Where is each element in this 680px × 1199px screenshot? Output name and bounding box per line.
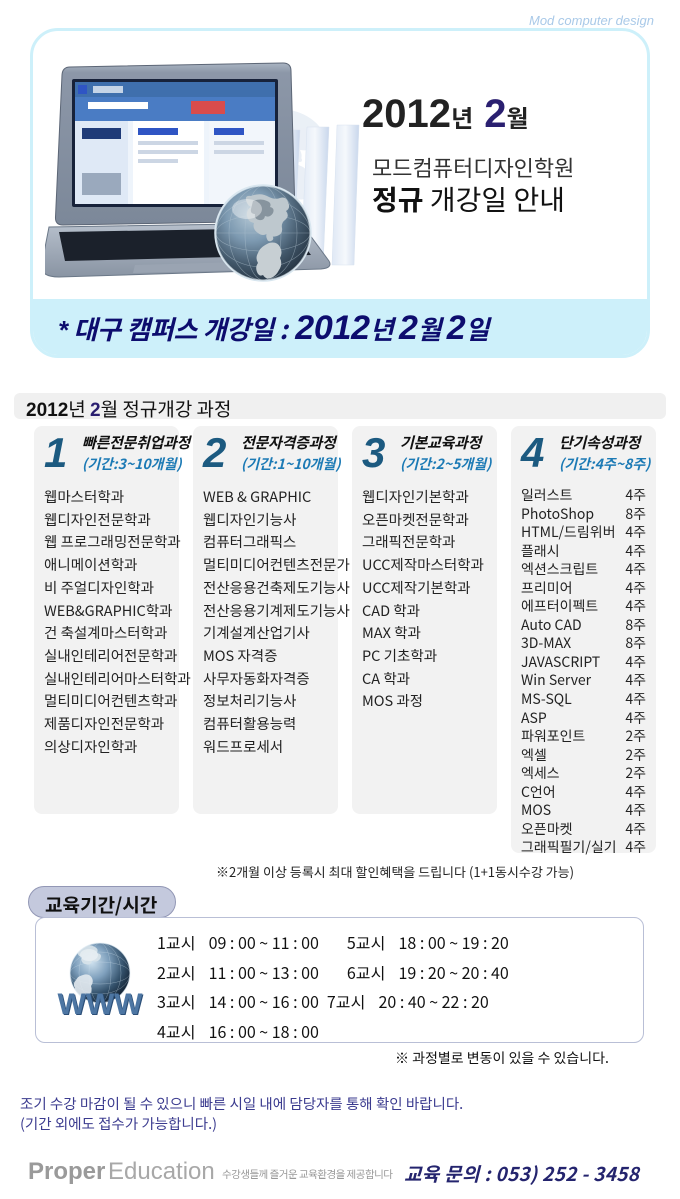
svg-text:WWW: WWW [58,988,144,1021]
